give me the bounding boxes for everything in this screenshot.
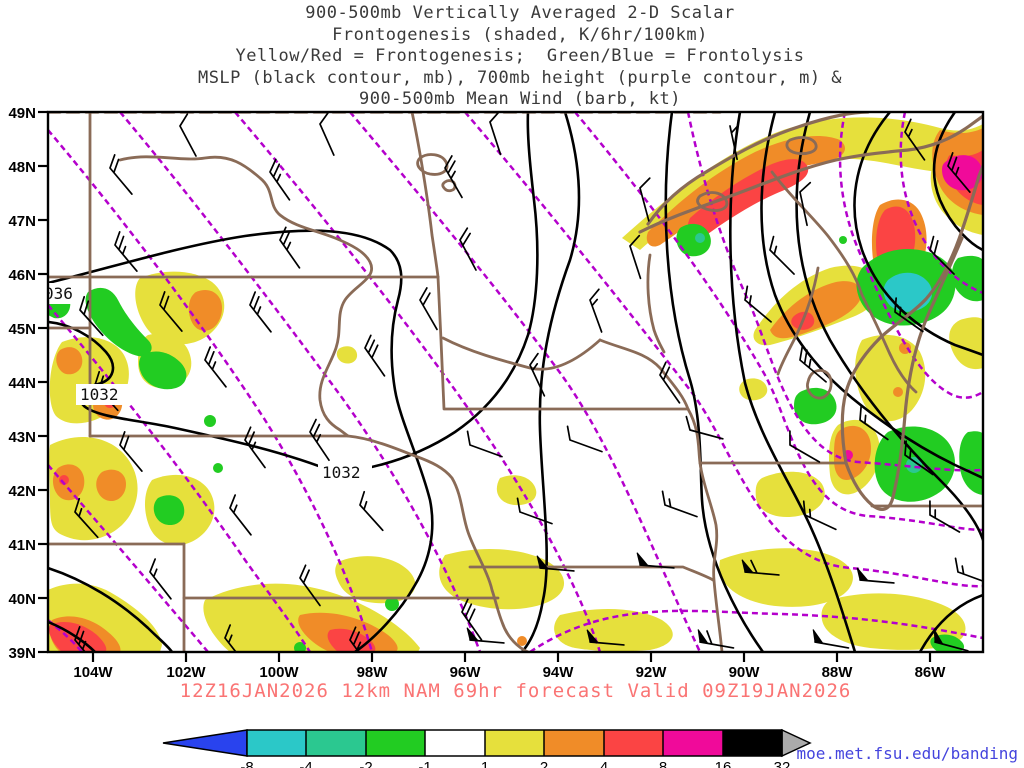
colorbar: -8 -4 -2 -1 1 2 4 8 16 32: [162, 728, 812, 768]
svg-text:92W: 92W: [636, 664, 668, 681]
svg-text:41N: 41N: [8, 537, 36, 554]
svg-text:47N: 47N: [8, 213, 36, 230]
svg-text:4: 4: [600, 759, 608, 768]
mslp-contour-labels: 036 1032 1032: [44, 283, 372, 483]
chart-title: 900-500mb Vertically Averaged 2-D Scalar…: [50, 3, 990, 111]
svg-text:-2: -2: [359, 759, 372, 768]
svg-text:96W: 96W: [450, 664, 482, 681]
axis-ticks: [38, 110, 932, 662]
title-line-2: Frontogenesis (shaded, K/6hr/100km): [332, 24, 708, 45]
svg-text:40N: 40N: [8, 591, 36, 608]
title-line-4: MSLP (black contour, mb), 700mb height (…: [197, 67, 843, 88]
svg-text:1: 1: [481, 759, 489, 768]
svg-text:86W: 86W: [915, 664, 947, 681]
svg-text:32: 32: [774, 759, 791, 768]
colorbar-tick-labels: -8 -4 -2 -1 1 2 4 8 16 32: [240, 759, 790, 768]
svg-text:98W: 98W: [357, 664, 389, 681]
svg-text:-1: -1: [418, 759, 431, 768]
svg-text:43N: 43N: [8, 429, 36, 446]
svg-text:39N: 39N: [8, 645, 36, 662]
mslp-label-1032-center: 1032: [322, 463, 361, 482]
map-layers: 036 1032 1032: [44, 113, 982, 651]
title-line-3: Yellow/Red = Frontogenesis; Green/Blue =…: [235, 46, 805, 66]
svg-text:100W: 100W: [259, 664, 299, 681]
svg-text:102W: 102W: [166, 664, 206, 681]
svg-text:88W: 88W: [822, 664, 854, 681]
title-line-1: 900-500mb Vertically Averaged 2-D Scalar: [305, 3, 735, 23]
title-line-5: 900-500mb Mean Wind (barb, kt): [358, 89, 682, 109]
svg-text:16: 16: [715, 759, 732, 768]
svg-text:8: 8: [659, 759, 667, 768]
svg-text:2: 2: [540, 759, 548, 768]
frontogenesis-shading-layer: [49, 117, 982, 651]
svg-text:104W: 104W: [73, 664, 113, 681]
mslp-label-1036: 036: [44, 284, 73, 303]
svg-text:48N: 48N: [8, 159, 36, 176]
colorbar-low-arrow: [162, 729, 248, 757]
svg-text:-4: -4: [299, 759, 312, 768]
svg-text:42N: 42N: [8, 483, 36, 500]
svg-text:94W: 94W: [543, 664, 575, 681]
mslp-label-1032-west: 1032: [80, 385, 119, 404]
svg-text:49N: 49N: [8, 105, 36, 122]
svg-text:44N: 44N: [8, 375, 36, 392]
svg-text:45N: 45N: [8, 321, 36, 338]
lon-axis-labels: 104W 102W 100W 98W 96W 94W 92W 90W 88W 8…: [73, 664, 946, 681]
svg-text:90W: 90W: [729, 664, 761, 681]
height-contours-layer: [49, 113, 982, 651]
lat-axis-labels: 49N 48N 47N 46N 45N 44N 43N 42N 41N 40N …: [8, 105, 36, 662]
svg-text:46N: 46N: [8, 267, 36, 284]
credit-link[interactable]: moe.met.fsu.edu/banding: [796, 744, 1018, 763]
svg-text:-8: -8: [240, 759, 253, 768]
forecast-info-line: 12Z16JAN2026 12km NAM 69hr forecast Vali…: [179, 680, 852, 702]
geography-layer: [49, 113, 982, 651]
